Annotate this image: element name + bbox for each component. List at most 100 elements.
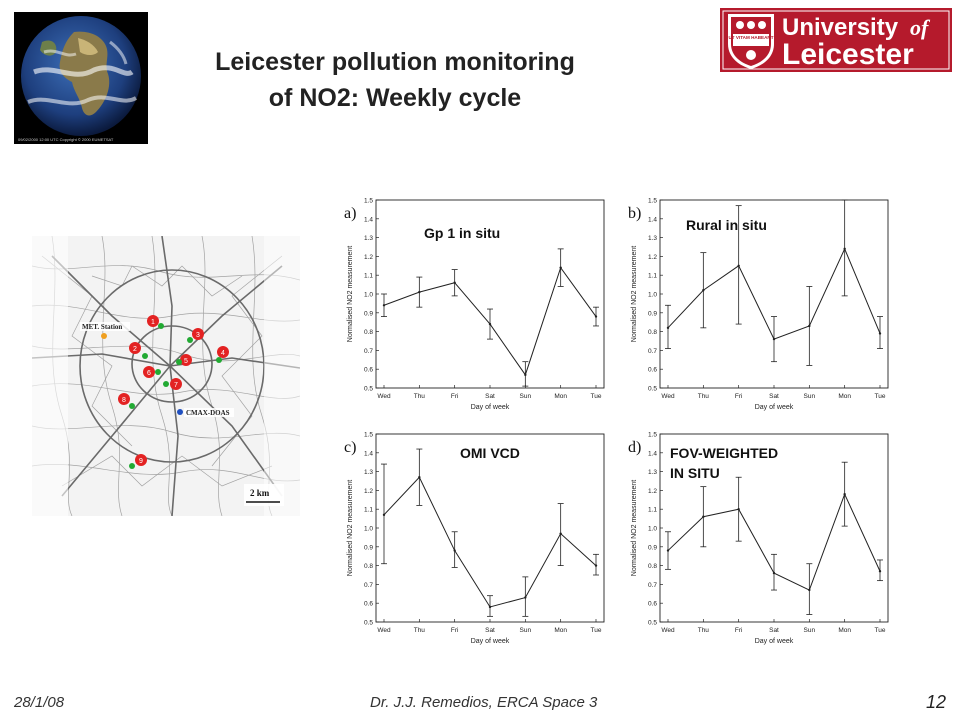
data-point xyxy=(737,264,740,267)
annotation: Gp 1 in situ xyxy=(424,225,500,241)
chart-svg: b) 0.5 0.6 0.7 0.8 0.9 1.0 1.1 1.2 1.3 1.4 1.5 Wed Th… xyxy=(628,198,889,411)
y-tick-label: 0.6 xyxy=(648,601,657,608)
panel-label: d) xyxy=(628,439,641,456)
y-tick-label: 1.3 xyxy=(364,469,373,476)
y-tick-label: 0.8 xyxy=(364,329,373,336)
logo-of: of xyxy=(910,15,931,40)
y-tick-label: 1.3 xyxy=(364,235,373,242)
x-tick-label: Fri xyxy=(451,627,459,634)
earth-caption: 09/02/2000 12:00 UTC Copyright © 2000 EU… xyxy=(18,137,114,142)
title-line-2: of NO2: Weekly cycle xyxy=(268,84,522,112)
scale-label: 2 km xyxy=(250,488,270,498)
data-point xyxy=(488,322,492,326)
plot-frame xyxy=(659,433,889,623)
y-tick-label: 0.5 xyxy=(648,386,657,393)
x-tick-label: Wed xyxy=(377,627,391,634)
data-point xyxy=(524,596,527,599)
data-point xyxy=(453,549,456,552)
data-point xyxy=(772,337,776,341)
met-station-label: MET. Station xyxy=(82,323,122,331)
x-axis-label: Day of week xyxy=(755,404,794,411)
leicester-map: 1 2 3 4 5 6 7 8 9 MET. Station CMAX-DOAS… xyxy=(31,235,301,517)
y-tick-label: 0.7 xyxy=(648,582,657,589)
site-label-1: 1 xyxy=(151,319,155,326)
earth-satellite-image: 09/02/2000 12:00 UTC Copyright © 2000 EU… xyxy=(14,12,148,144)
site-label-7: 7 xyxy=(174,382,178,389)
x-tick-label: Thu xyxy=(414,393,426,400)
x-tick-label: Thu xyxy=(414,627,426,634)
data-point xyxy=(382,304,386,307)
y-tick-label: 1.4 xyxy=(364,450,373,457)
y-tick-label: 1.4 xyxy=(648,216,657,223)
y-tick-label: 1.0 xyxy=(648,292,657,299)
y-tick-label: 0.9 xyxy=(648,544,657,551)
chart-svg: a) 0.5 0.6 0.7 0.8 0.9 1.0 1.1 1.2 1.3 1.4 1.5 Wed Th… xyxy=(344,198,605,411)
y-tick-label: 1.4 xyxy=(364,216,373,223)
annotation-line-2: IN SITU xyxy=(670,465,720,481)
data-point xyxy=(737,508,740,511)
data-point xyxy=(702,289,705,292)
title-line-1: Leicester pollution monitoring xyxy=(215,48,575,76)
y-tick-label: 0.9 xyxy=(364,544,373,551)
y-tick-label: 0.6 xyxy=(648,367,657,374)
data-point xyxy=(594,315,598,318)
site-label-4: 4 xyxy=(221,350,225,357)
footer-author: Dr. J.J. Remedios, ERCA Space 3 xyxy=(370,694,598,711)
y-tick-label: 0.7 xyxy=(648,348,657,355)
chart-svg: d) 0.5 0.6 0.7 0.8 0.9 1.0 1.1 1.2 1.3 1.4 1.5 Wed Th… xyxy=(628,432,889,645)
x-tick-label: Tue xyxy=(591,627,602,634)
y-tick-label: 0.6 xyxy=(364,601,373,608)
cmax-doas-marker xyxy=(177,409,183,415)
annotation: Rural in situ xyxy=(686,217,767,233)
chart-svg: c) 0.5 0.6 0.7 0.8 0.9 1.0 1.1 1.2 1.3 1.4 1.5 Wed Th… xyxy=(344,432,605,645)
data-point xyxy=(418,476,421,479)
data-point xyxy=(878,570,882,573)
university-logo: UT VITAM HABEANT University of Leicester xyxy=(720,8,952,72)
y-tick-label: 0.6 xyxy=(364,367,373,374)
panel-label: a) xyxy=(344,205,356,222)
plot-frame xyxy=(375,433,605,623)
y-tick-label: 0.9 xyxy=(648,310,657,317)
data-point xyxy=(666,326,670,330)
y-tick-label: 1.0 xyxy=(648,526,657,533)
panel-label: b) xyxy=(628,205,641,222)
y-tick-label: 1.3 xyxy=(648,469,657,476)
x-axis-label: Day of week xyxy=(755,638,794,645)
site-label-8: 8 xyxy=(122,397,126,404)
x-tick-label: Wed xyxy=(661,393,675,400)
y-tick-label: 1.5 xyxy=(648,198,657,205)
y-tick-label: 0.7 xyxy=(364,582,373,589)
series-line xyxy=(383,476,597,608)
chart-d: d) 0.5 0.6 0.7 0.8 0.9 1.0 1.1 1.2 1.3 1.4 1.5 Wed Th… xyxy=(624,426,896,645)
y-tick-label: 0.5 xyxy=(364,620,373,627)
y-tick-label: 1.2 xyxy=(648,488,657,495)
data-point xyxy=(666,549,670,552)
site-label-2: 2 xyxy=(133,346,137,353)
data-point xyxy=(808,588,811,592)
x-tick-label: Mon xyxy=(554,393,567,400)
y-tick-label: 0.7 xyxy=(364,348,373,355)
y-tick-label: 1.5 xyxy=(364,198,373,205)
slide-title: Leicester pollution monitoring of NO2: W… xyxy=(150,44,640,116)
y-tick-label: 1.3 xyxy=(648,235,657,242)
x-tick-label: Sun xyxy=(804,627,816,634)
data-point xyxy=(843,247,846,251)
y-tick-label: 1.4 xyxy=(648,450,657,457)
y-tick-label: 0.8 xyxy=(364,563,373,570)
data-point xyxy=(453,281,456,284)
y-tick-label: 0.5 xyxy=(364,386,373,393)
x-tick-label: Fri xyxy=(451,393,459,400)
data-point xyxy=(559,532,562,535)
y-axis-label: Normalised NO2 measurement xyxy=(347,480,354,577)
y-tick-label: 1.1 xyxy=(364,507,373,514)
x-axis-label: Day of week xyxy=(471,404,510,411)
logo-university: University xyxy=(782,14,899,41)
y-tick-label: 0.8 xyxy=(648,329,657,336)
site-label-3: 3 xyxy=(196,332,200,339)
y-tick-label: 0.9 xyxy=(364,310,373,317)
x-tick-label: Sat xyxy=(485,393,495,400)
logo-leicester: Leicester xyxy=(782,38,914,71)
x-tick-label: Mon xyxy=(838,627,851,634)
y-axis-label: Normalised NO2 measurement xyxy=(631,246,638,343)
data-point xyxy=(559,266,562,269)
